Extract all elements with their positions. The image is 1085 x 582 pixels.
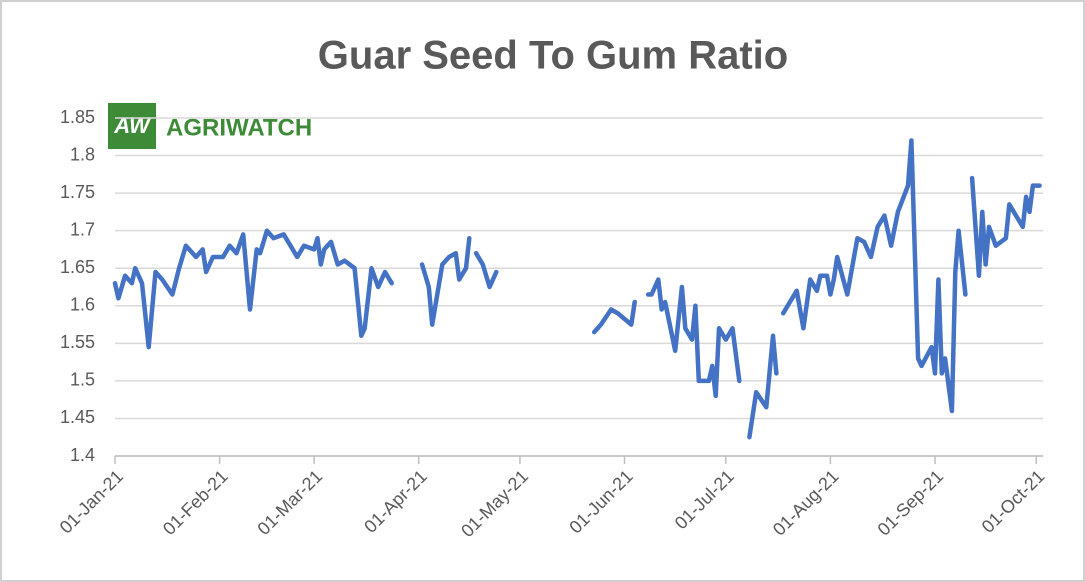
logo-text: AGRIWATCH	[166, 114, 312, 141]
y-tick-label: 1.45	[60, 407, 95, 427]
y-tick-label: 1.7	[70, 219, 95, 239]
logo-badge: AW	[113, 113, 152, 138]
y-tick-label: 1.55	[60, 332, 95, 352]
y-tick-label: 1.65	[60, 257, 95, 277]
data-line	[112, 138, 1042, 440]
y-tick-label: 1.6	[70, 295, 95, 315]
y-tick-label: 1.85	[60, 107, 95, 127]
chart-title: Guar Seed To Gum Ratio	[318, 34, 788, 78]
y-tick-label: 1.4	[70, 445, 95, 465]
y-tick-label: 1.8	[70, 144, 95, 164]
logo-badge-box	[108, 103, 156, 149]
y-tick-label: 1.75	[60, 182, 95, 202]
y-tick-label: 1.5	[70, 370, 95, 390]
